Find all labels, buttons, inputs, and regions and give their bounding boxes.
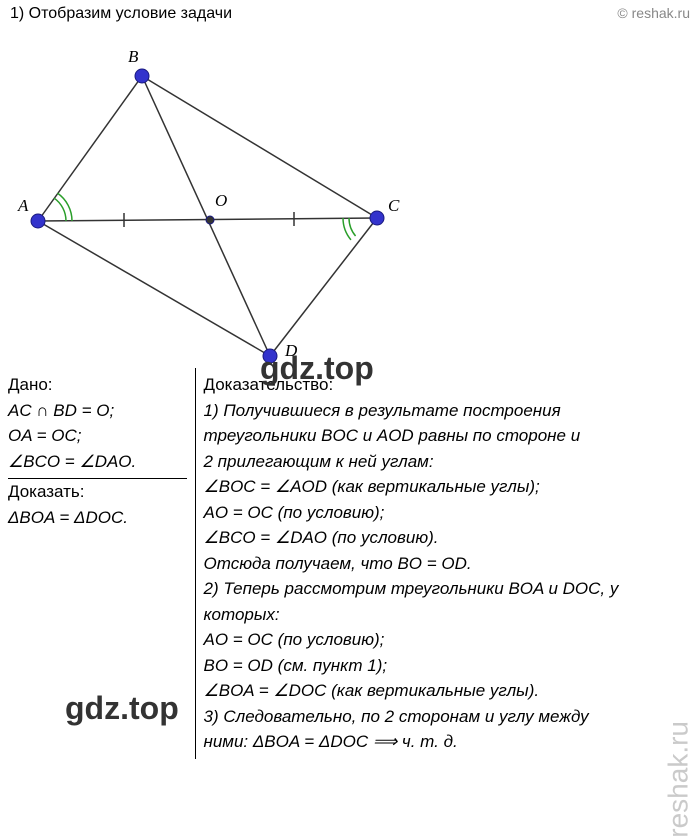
proof-line-0: 1) Получившиеся в результате построения: [204, 398, 693, 424]
proof-line-11: ∠BOA = ∠DOC (как вертикальные углы).: [204, 678, 693, 704]
proof-line-7: 2) Теперь рассмотрим треугольники BOA и …: [204, 576, 693, 602]
proof-table: Дано: AC ∩ BD = O; OA = OC; ∠BCO = ∠DAO.…: [0, 368, 700, 759]
prove-line: ΔBOA = ΔDOC.: [8, 505, 187, 531]
proof-line-1: треугольники BOC и AOD равны по стороне …: [204, 423, 693, 449]
proof-line-4: AO = OC (по условию);: [204, 500, 693, 526]
proof-line-9: AO = OC (по условию);: [204, 627, 693, 653]
given-heading: Дано:: [8, 372, 187, 398]
proof-line-5: ∠BCO = ∠DAO (по условию).: [204, 525, 693, 551]
proof-line-12: 3) Следовательно, по 2 сторонам и углу м…: [204, 704, 693, 730]
proof-line-8: которых:: [204, 602, 693, 628]
prove-section: Доказать: ΔBOA = ΔDOC.: [8, 479, 187, 530]
given-line-1: OA = OC;: [8, 423, 187, 449]
svg-text:B: B: [128, 47, 139, 66]
prove-heading: Доказать:: [8, 479, 187, 505]
svg-text:O: O: [215, 191, 227, 210]
given-line-2: ∠BCO = ∠DAO.: [8, 449, 187, 475]
diagram-svg: A B C D O: [10, 38, 430, 368]
page-title: 1) Отобразим условие задачи: [10, 5, 232, 23]
proof-line-6: Отсюда получаем, что BO = OD.: [204, 551, 693, 577]
given-section: Дано: AC ∩ BD = O; OA = OC; ∠BCO = ∠DAO.: [8, 372, 187, 479]
svg-text:A: A: [17, 196, 29, 215]
geometry-diagram: A B C D O: [10, 38, 430, 358]
given-line-0: AC ∩ BD = O;: [8, 398, 187, 424]
svg-text:D: D: [284, 341, 298, 360]
source-label: © reshak.ru: [617, 5, 690, 23]
proof-line-10: BO = OD (см. пункт 1);: [204, 653, 693, 679]
proof-line-3: ∠BOC = ∠AOD (как вертикальные углы);: [204, 474, 693, 500]
proof-line-2: 2 прилегающим к ней углам:: [204, 449, 693, 475]
proof-heading: Доказательство:: [204, 372, 693, 398]
svg-text:C: C: [388, 196, 400, 215]
proof-section: Доказательство: 1) Получившиеся в резуль…: [195, 368, 700, 759]
proof-line-13: ними: ΔBOA = ΔDOC ⟹ ч. т. д.: [204, 729, 693, 755]
header: 1) Отобразим условие задачи © reshak.ru: [0, 0, 700, 28]
